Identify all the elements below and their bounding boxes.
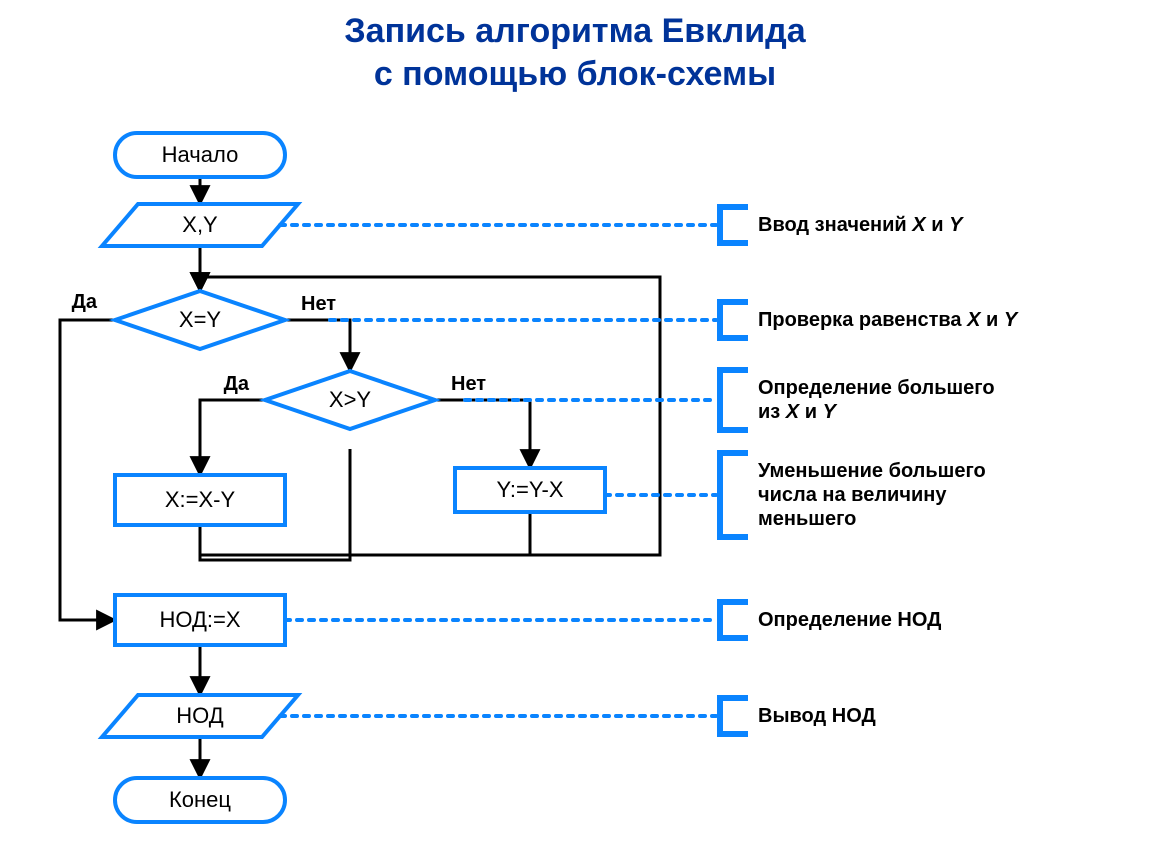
svg-text:Проверка равенства X и Y: Проверка равенства X и Y	[758, 309, 1019, 331]
svg-text:Нет: Нет	[301, 293, 336, 315]
svg-text:X=Y: X=Y	[179, 307, 222, 332]
node-end: Конец	[115, 778, 285, 822]
node-decGt: X>Y	[265, 371, 435, 429]
svg-text:НОД: НОД	[176, 703, 224, 728]
svg-text:Нет: Нет	[451, 373, 486, 395]
svg-text:Вывод НОД: Вывод НОД	[758, 705, 876, 727]
node-start: Начало	[115, 133, 285, 177]
node-input: X,Y	[102, 204, 298, 246]
svg-text:Начало: Начало	[162, 142, 239, 167]
svg-text:X>Y: X>Y	[329, 387, 372, 412]
svg-text:Конец: Конец	[169, 787, 231, 812]
node-nodAsg: НОД:=X	[115, 595, 285, 645]
svg-text:Да: Да	[72, 291, 98, 313]
svg-text:Ввод значений X и Y: Ввод значений X и Y	[758, 214, 964, 236]
flowchart-svg: Начало X,Y X=Y X>Y X:=X-Y Y:=Y-X НОД:=X НОД Коне…	[0, 0, 1150, 864]
svg-text:Y:=Y-X: Y:=Y-X	[496, 477, 563, 502]
node-procYX: Y:=Y-X	[455, 468, 605, 512]
svg-text:Уменьшение большегочисла на ве: Уменьшение большегочисла на величинумень…	[758, 460, 986, 530]
node-output: НОД	[102, 695, 298, 737]
svg-text:Определение НОД: Определение НОД	[758, 609, 941, 631]
node-procXY: X:=X-Y	[115, 475, 285, 525]
svg-text:Определение большегоиз X и Y: Определение большегоиз X и Y	[758, 377, 995, 423]
svg-text:X,Y: X,Y	[182, 212, 218, 237]
svg-text:Да: Да	[224, 373, 250, 395]
svg-text:НОД:=X: НОД:=X	[159, 607, 240, 632]
node-decEq: X=Y	[115, 291, 285, 349]
svg-text:X:=X-Y: X:=X-Y	[165, 487, 236, 512]
